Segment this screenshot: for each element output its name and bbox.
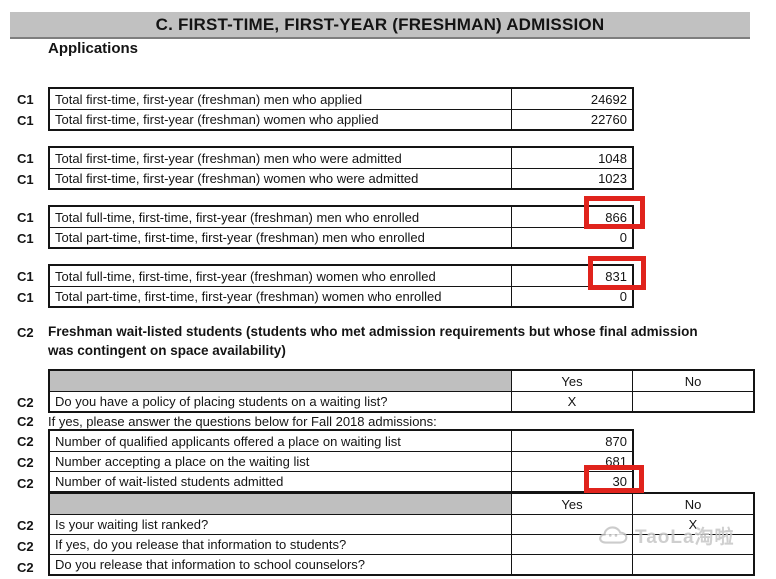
yes-column-header: Yes xyxy=(511,371,632,391)
row-code: C1 xyxy=(17,209,34,225)
yes-answer-cell: X xyxy=(511,392,632,411)
yesno-header-row: Yes No xyxy=(50,494,753,514)
no-column-header: No xyxy=(632,494,753,514)
row-label: Total first-time, first-year (freshman) … xyxy=(55,150,402,166)
table-row: Do you have a policy of placing students… xyxy=(50,391,753,411)
row-code: C2 xyxy=(17,433,34,449)
table-row: Total first-time, first-year (freshman) … xyxy=(50,109,632,129)
row-label: Total part-time, first-time, first-year … xyxy=(55,230,425,245)
table-row: Total first-time, first-year (freshman) … xyxy=(50,168,632,188)
row-label: Do you release that information to schoo… xyxy=(55,557,366,572)
row-code: C2 xyxy=(17,559,34,575)
row-code: C1 xyxy=(17,230,34,246)
watermark-text: TaoLa淘啦 xyxy=(635,526,735,548)
row-value: 30 xyxy=(511,472,632,491)
row-value: 1048 xyxy=(511,148,632,168)
yes-answer-cell xyxy=(511,535,632,554)
row-value: 0 xyxy=(511,228,632,247)
row-label: Do you have a policy of placing students… xyxy=(55,394,388,409)
row-code: C2 xyxy=(17,475,34,491)
c1-applied-table: Total first-time, first-year (freshman) … xyxy=(48,87,634,131)
row-code: C1 xyxy=(17,171,34,187)
row-code: C2 xyxy=(17,324,34,340)
row-label: Number accepting a place on the waiting … xyxy=(55,454,310,469)
c1-women-enrolled-table: Total full-time, first-time, first-year … xyxy=(48,264,634,308)
row-code: C2 xyxy=(17,454,34,470)
header-spacer-cell xyxy=(50,494,511,514)
row-label: Number of qualified applicants offered a… xyxy=(55,433,401,449)
row-value: 22760 xyxy=(511,110,632,129)
no-answer-cell xyxy=(632,555,753,574)
table-row: Total full-time, first-time, first-year … xyxy=(50,207,632,227)
table-row: If yes, do you release that information … xyxy=(50,534,753,554)
highlight-box-men-enrolled xyxy=(584,196,645,229)
table-row: Total full-time, first-time, first-year … xyxy=(50,266,632,286)
table-row: Do you release that information to schoo… xyxy=(50,554,753,574)
row-value: 870 xyxy=(511,431,632,451)
row-label: Total first-time, first-year (freshman) … xyxy=(55,112,379,127)
row-code: C2 xyxy=(17,517,34,533)
row-label: Total first-time, first-year (freshman) … xyxy=(55,91,363,107)
table-row: Total part-time, first-time, first-year … xyxy=(50,286,632,306)
yes-answer-cell xyxy=(511,555,632,574)
row-code: C2 xyxy=(17,394,34,410)
header-spacer-cell xyxy=(50,371,511,391)
highlight-box-women-enrolled xyxy=(588,256,646,290)
row-value: 831 xyxy=(511,266,632,286)
row-label: Total first-time, first-year (freshman) … xyxy=(55,171,419,186)
row-code: C1 xyxy=(17,91,34,107)
yes-answer-cell xyxy=(511,515,632,534)
c2-fall-2018-note: If yes, please answer the questions belo… xyxy=(48,413,437,429)
table-row: Is your waiting list ranked? X xyxy=(50,514,753,534)
c2-ranked-release-table: Yes No Is your waiting list ranked? X If… xyxy=(48,492,755,576)
row-value: 24692 xyxy=(511,89,632,109)
row-label: Is your waiting list ranked? xyxy=(55,517,209,532)
c1-men-enrolled-table: Total full-time, first-time, first-year … xyxy=(48,205,634,249)
row-value: 0 xyxy=(511,287,632,306)
no-answer-cell: X xyxy=(632,515,753,534)
c2-waitlist-numbers-table: Number of qualified applicants offered a… xyxy=(48,429,634,493)
row-code: C1 xyxy=(17,289,34,305)
row-label: Total full-time, first-time, first-year … xyxy=(55,268,436,284)
c2-policy-table: Yes No Do you have a policy of placing s… xyxy=(48,369,755,413)
row-value: 866 xyxy=(511,207,632,227)
c1-admitted-table: Total first-time, first-year (freshman) … xyxy=(48,146,634,190)
table-row: Total part-time, first-time, first-year … xyxy=(50,227,632,247)
cloud-face-logo-icon xyxy=(598,522,632,548)
row-code: C1 xyxy=(17,150,34,166)
applications-heading: Applications xyxy=(48,40,139,57)
yes-column-header: Yes xyxy=(511,494,632,514)
yesno-header-row: Yes No xyxy=(50,371,753,391)
no-column-header: No xyxy=(632,371,753,391)
row-code: C1 xyxy=(17,112,34,128)
highlight-box-waitlist-admitted xyxy=(584,465,644,493)
table-row: Number accepting a place on the waiting … xyxy=(50,451,632,471)
section-title-bar: C. FIRST-TIME, FIRST-YEAR (FRESHMAN) ADM… xyxy=(10,12,750,39)
row-label: If yes, do you release that information … xyxy=(55,537,347,552)
row-code: C1 xyxy=(17,268,34,284)
watermark: TaoLa淘啦 xyxy=(598,520,735,550)
table-row: Total first-time, first-year (freshman) … xyxy=(50,89,632,109)
row-code: C2 xyxy=(17,413,34,429)
table-row: Number of qualified applicants offered a… xyxy=(50,431,632,451)
c2-waitlist-heading: Freshman wait-listed students (students … xyxy=(48,324,698,358)
row-label: Total full-time, first-time, first-year … xyxy=(55,209,420,225)
row-code: C2 xyxy=(17,538,34,554)
no-answer-cell xyxy=(632,535,753,554)
row-value: 1023 xyxy=(511,169,632,188)
table-row: Number of wait-listed students admitted … xyxy=(50,471,632,491)
row-label: Number of wait-listed students admitted xyxy=(55,474,284,489)
table-row: Total first-time, first-year (freshman) … xyxy=(50,148,632,168)
no-answer-cell xyxy=(632,392,753,411)
row-label: Total part-time, first-time, first-year … xyxy=(55,289,442,304)
section-title: C. FIRST-TIME, FIRST-YEAR (FRESHMAN) ADM… xyxy=(155,14,605,34)
